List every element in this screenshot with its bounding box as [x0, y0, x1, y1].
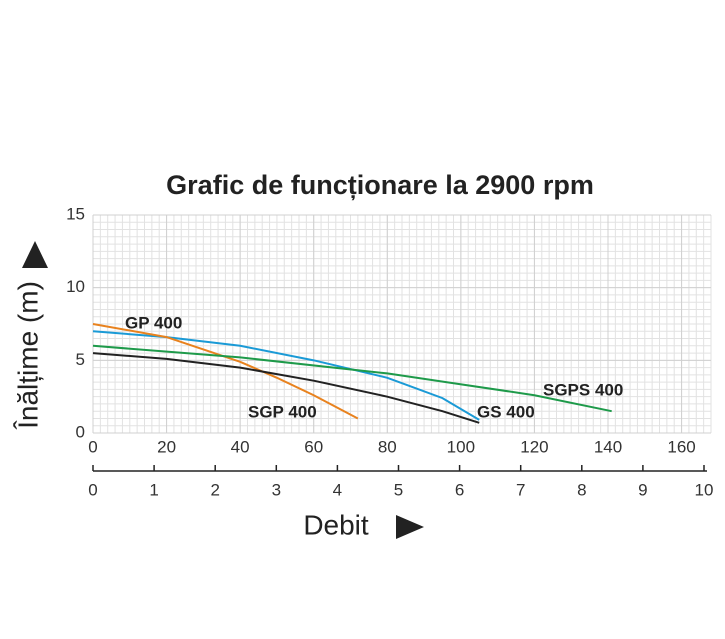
y-tick-label: 0 [76, 422, 85, 441]
series-line [92, 344, 612, 413]
series-line [92, 352, 480, 424]
x-tick-label: 120 [520, 437, 548, 456]
x2-tick-label: 4 [333, 480, 342, 499]
x-tick-label: 100 [447, 437, 475, 456]
series-line [92, 323, 359, 420]
x2-tick-label: 7 [516, 480, 525, 499]
x-tick-label: 160 [667, 437, 695, 456]
x2-tick-label: 9 [638, 480, 647, 499]
x-tick-label: 140 [594, 437, 622, 456]
chart-title: Grafic de funcționare la 2900 rpm [166, 170, 594, 200]
x-tick-label: 40 [231, 437, 250, 456]
x2-tick-label: 1 [149, 480, 158, 499]
x-tick-label: 20 [157, 437, 176, 456]
y-arrow [22, 241, 48, 268]
y-tick-label: 10 [66, 277, 85, 296]
series-label: GS 400 [477, 402, 535, 421]
y-tick-label: 15 [66, 204, 85, 223]
x-arrow [396, 515, 424, 539]
x2-tick-label: 3 [272, 480, 281, 499]
x2-tick-label: 0 [88, 480, 97, 499]
x2-tick-label: 10 [695, 480, 714, 499]
x-tick-label: 80 [378, 437, 397, 456]
x2-tick-label: 2 [210, 480, 219, 499]
y-tick-label: 5 [76, 350, 85, 369]
series-label: GP 400 [125, 313, 182, 332]
x-axis-label: Debit [303, 509, 369, 540]
x2-tick-label: 6 [455, 480, 464, 499]
x-tick-label: 60 [304, 437, 323, 456]
series-label: SGPS 400 [543, 380, 623, 399]
x-tick-label: 0 [88, 437, 97, 456]
y-axis-label: Înălțime (m) [12, 281, 43, 430]
x2-tick-label: 8 [577, 480, 586, 499]
x2-tick-label: 5 [394, 480, 403, 499]
series-label: SGP 400 [248, 402, 317, 421]
